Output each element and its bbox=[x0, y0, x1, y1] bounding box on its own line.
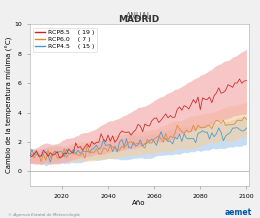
Text: aemet: aemet bbox=[225, 208, 252, 217]
Title: MADRID: MADRID bbox=[119, 15, 160, 24]
Text: ANUAL: ANUAL bbox=[126, 12, 152, 21]
Y-axis label: Cambio de la temperatura mínima (°C): Cambio de la temperatura mínima (°C) bbox=[5, 37, 13, 173]
X-axis label: Año: Año bbox=[132, 200, 146, 206]
Legend: RCP8.5    ( 19 ), RCP6.0    ( 7 ), RCP4.5    ( 15 ): RCP8.5 ( 19 ), RCP6.0 ( 7 ), RCP4.5 ( 15… bbox=[33, 28, 96, 52]
Text: © Agencia Estatal de Meteorología: © Agencia Estatal de Meteorología bbox=[8, 213, 79, 217]
